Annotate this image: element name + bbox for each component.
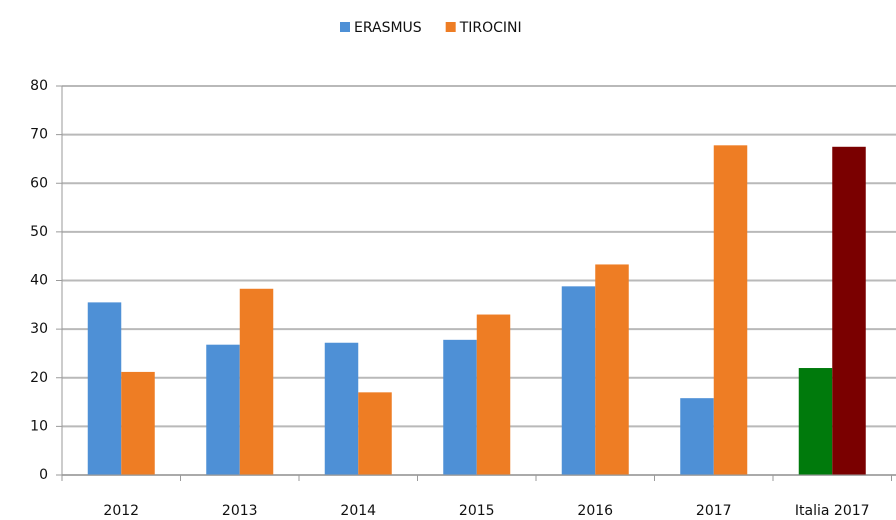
bar [443,339,477,475]
bar [832,146,866,475]
bar [87,302,122,475]
bar [476,314,511,475]
y-tick-label: 20 [30,370,48,386]
legend-label: TIROCINI [459,20,522,36]
y-tick-label: 40 [30,273,48,289]
x-tick-label: 2013 [222,503,258,519]
bar [239,288,274,475]
x-tick-label: 2015 [459,503,495,519]
bar [358,392,392,475]
legend-swatch [445,22,456,32]
x-tick-label: 2014 [340,503,376,519]
x-tick-label: 2012 [103,503,139,519]
y-tick-label: 80 [30,78,48,94]
y-tick-label: 60 [30,175,48,191]
x-tick-label: 2017 [696,503,732,519]
bar [680,398,714,475]
y-tick-label: 30 [30,321,48,337]
bar [206,344,240,475]
bar [121,371,155,475]
x-tick-label: 2016 [577,503,613,519]
legend-swatch [340,22,350,32]
bar [561,286,596,475]
x-tick-label: Italia 2017 [795,503,870,519]
bar [798,368,833,475]
y-tick-label: 50 [30,224,48,240]
bar [595,264,629,475]
bar [713,145,748,475]
y-tick-label: 70 [30,127,48,143]
y-tick-label: 10 [30,418,48,434]
legend-label: ERASMUS [354,20,422,36]
y-tick-label: 0 [39,467,48,483]
bar [324,342,359,475]
